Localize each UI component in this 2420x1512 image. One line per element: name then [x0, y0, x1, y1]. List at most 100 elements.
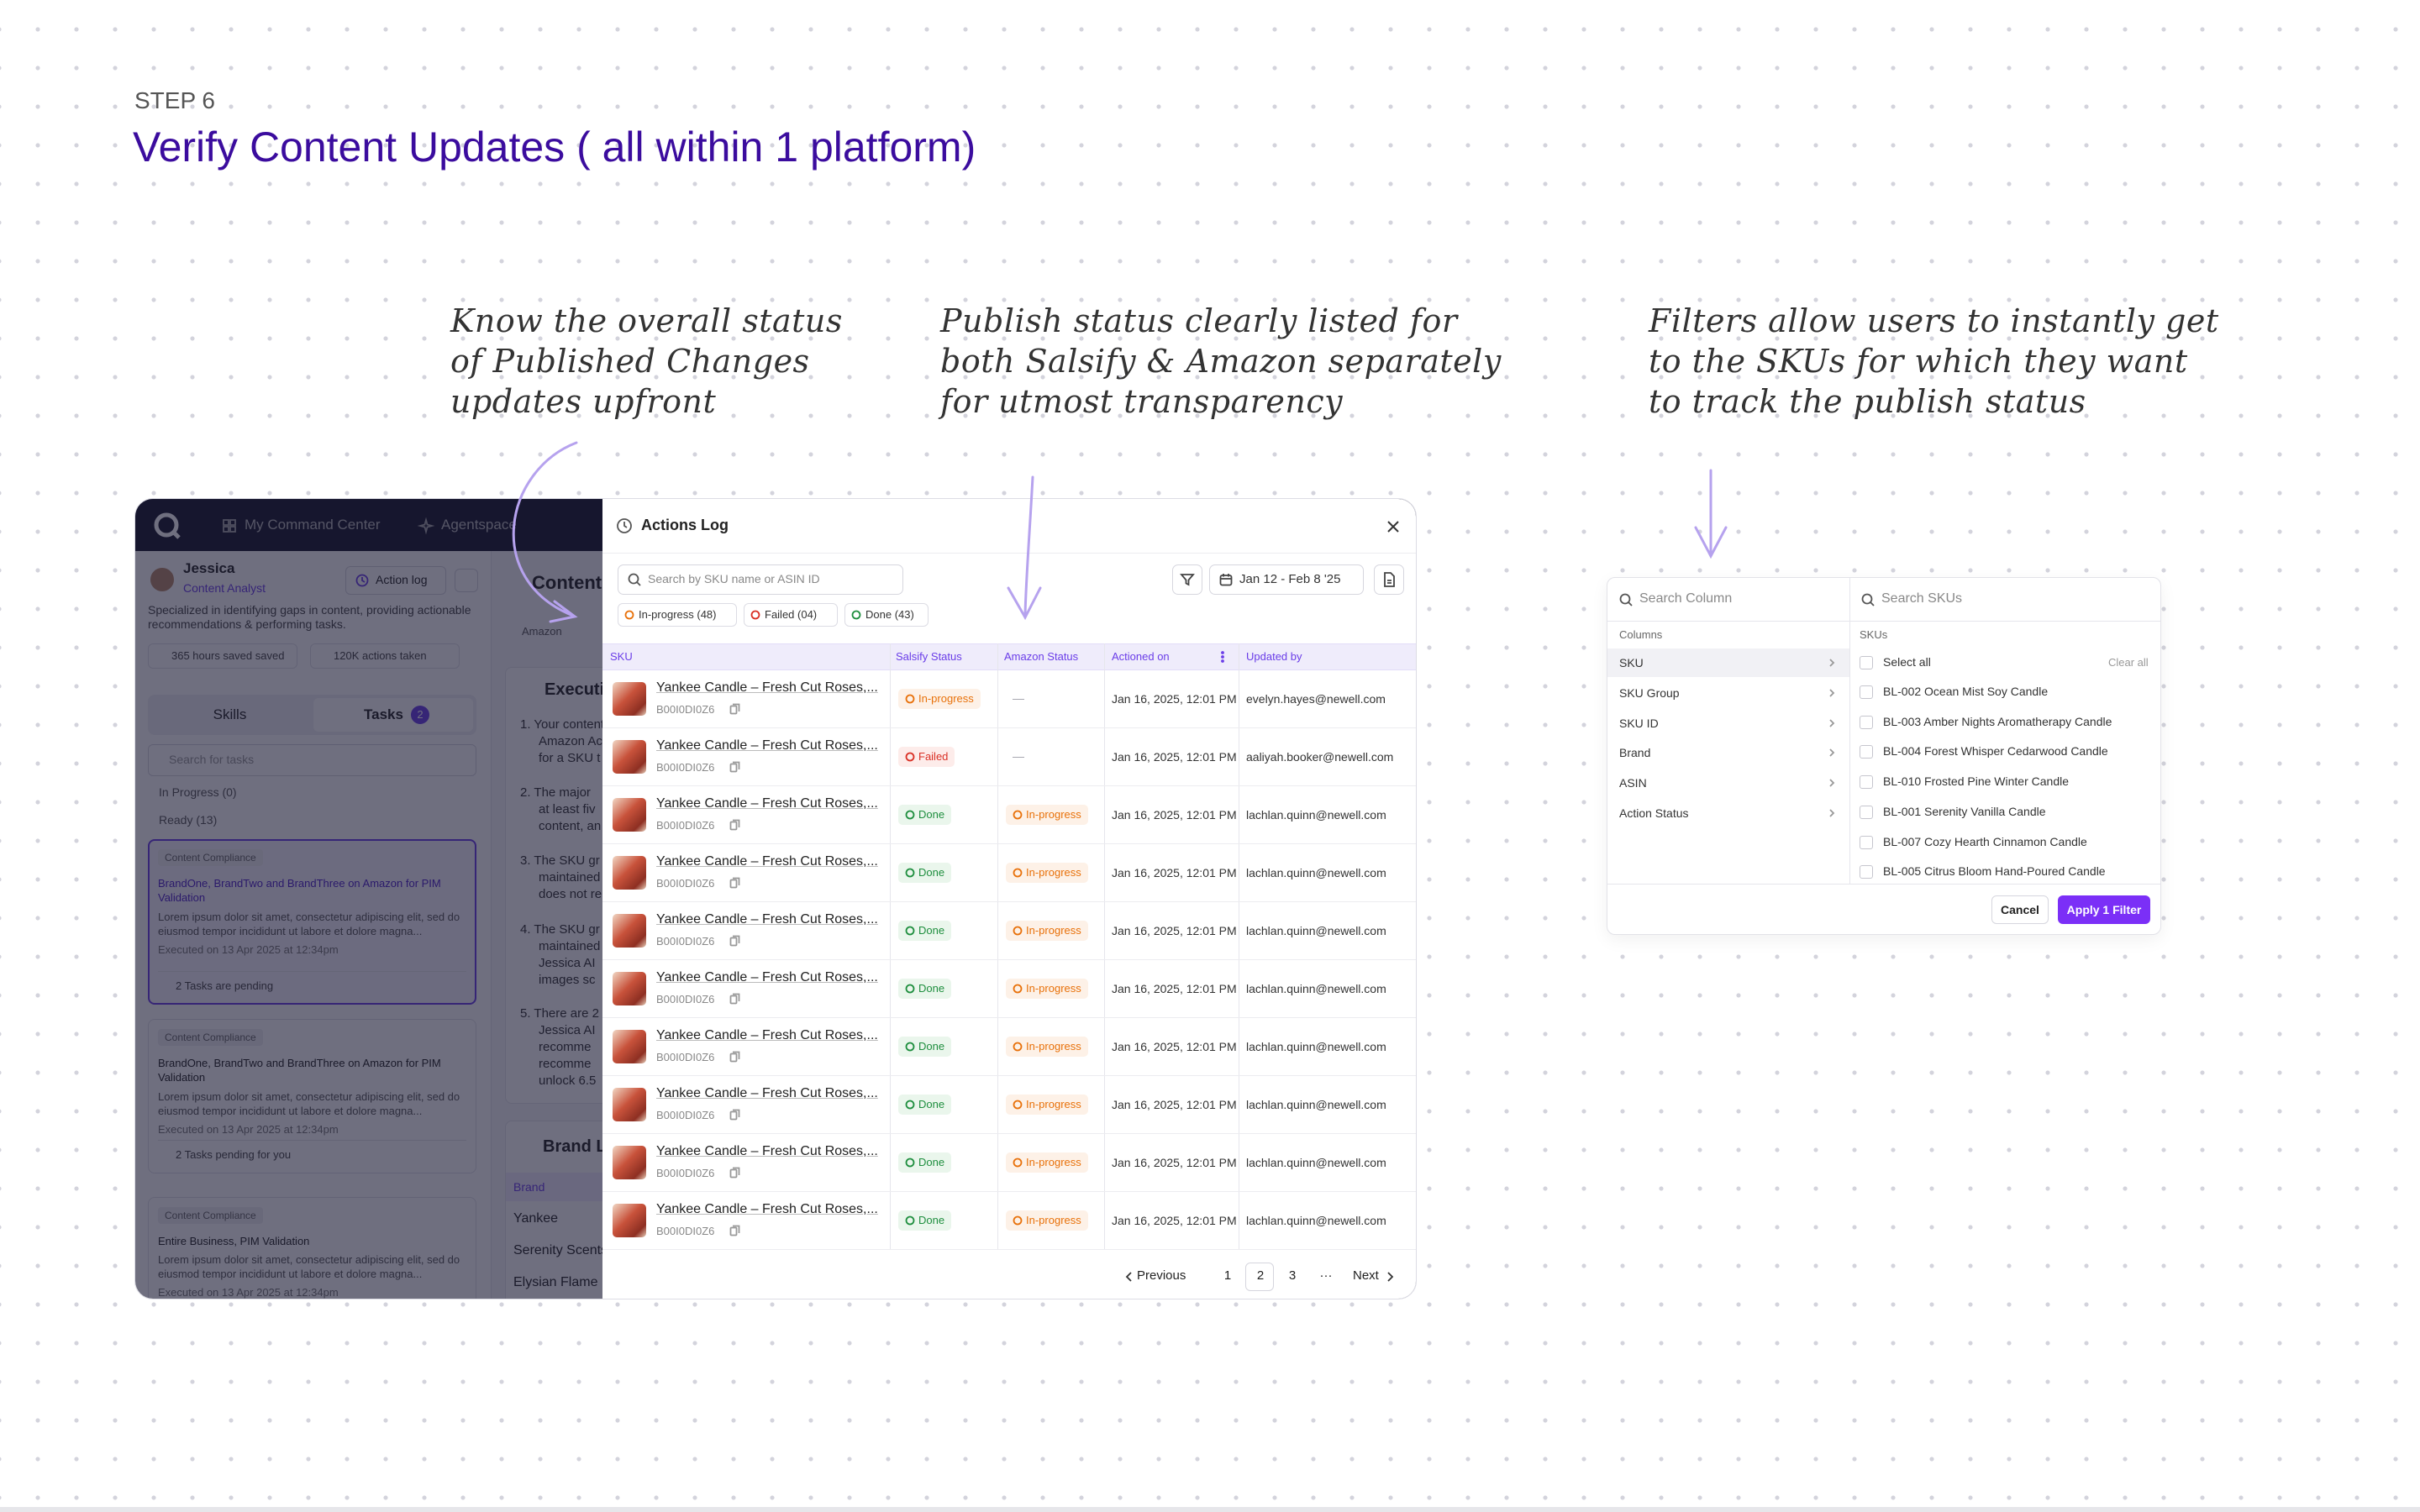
page-number[interactable]: 3 — [1288, 1268, 1297, 1283]
chip-label[interactable]: Done (43) — [865, 608, 914, 621]
date-range-button[interactable] — [1209, 564, 1364, 595]
column-header[interactable]: Salsify Status — [896, 650, 962, 663]
date-range[interactable]: Jan 12 - Feb 8 '25 — [1239, 572, 1341, 586]
chevron-right — [1829, 659, 1835, 667]
chip-icon — [624, 610, 634, 620]
sku-option[interactable]: BL-002 Ocean Mist Soy Candle — [1883, 685, 2049, 698]
status-icon-part — [905, 810, 915, 820]
clear-all[interactable]: Clear all — [2108, 656, 2149, 669]
page-number[interactable]: ··· — [1319, 1268, 1333, 1283]
sku-option[interactable]: BL-010 Frosted Pine Winter Candle — [1883, 774, 2069, 789]
column-option[interactable]: ASIN — [1619, 776, 1647, 790]
column-option[interactable]: Brand — [1619, 746, 1651, 760]
search-icon-part — [628, 573, 639, 585]
apply-button[interactable]: Apply 1 Filter — [2058, 895, 2150, 924]
checkbox[interactable] — [1860, 656, 1873, 669]
checkbox[interactable] — [1860, 685, 1873, 699]
chip-label[interactable]: In-progress (48) — [639, 608, 717, 621]
export-button[interactable] — [1374, 564, 1404, 595]
updated-by: aaliyah.booker@newell.com — [1246, 750, 1394, 764]
column-header[interactable]: Actioned on — [1112, 650, 1170, 663]
sku-id: B00I0DI0Z6 — [656, 993, 715, 1005]
column-header[interactable]: SKU — [610, 650, 633, 663]
chip-icon-part — [624, 610, 634, 620]
sku-option[interactable]: BL-001 Serenity Vanilla Candle — [1883, 804, 2046, 818]
chevron-right — [1387, 1272, 1394, 1282]
sku-id: B00I0DI0Z6 — [656, 1167, 715, 1179]
table-row[interactable] — [602, 960, 1416, 1018]
sku-name[interactable]: Yankee Candle – Fresh Cut Roses,... — [656, 1028, 878, 1042]
copy-icon — [729, 877, 740, 889]
column-option[interactable]: SKU — [1619, 656, 1644, 669]
updated-by: lachlan.quinn@newell.com — [1246, 1040, 1386, 1053]
checkbox[interactable] — [1860, 805, 1873, 819]
chevron-right — [1829, 689, 1835, 697]
table-row[interactable] — [602, 786, 1416, 844]
copy-icon — [729, 703, 740, 715]
sku-name[interactable]: Yankee Candle – Fresh Cut Roses,... — [656, 912, 878, 927]
annotation-line: Know the overall status — [450, 302, 843, 339]
table-row[interactable] — [602, 1018, 1416, 1076]
table-row[interactable] — [602, 1076, 1416, 1134]
checkbox[interactable] — [1860, 715, 1873, 729]
sku-name[interactable]: Yankee Candle – Fresh Cut Roses,... — [656, 738, 878, 753]
column-header[interactable]: Amazon Status — [1004, 650, 1079, 663]
search-placeholder[interactable]: Search by SKU name or ASIN ID — [648, 572, 820, 585]
table-row[interactable] — [602, 670, 1416, 728]
status-icon-part — [1013, 1042, 1023, 1052]
chevron-right — [1829, 779, 1835, 787]
page-number[interactable]: 1 — [1223, 1268, 1232, 1283]
close-button — [1387, 521, 1399, 533]
sku-option[interactable]: BL-005 Citrus Bloom Hand-Poured Candle — [1883, 864, 2106, 879]
sku-id: B00I0DI0Z6 — [656, 703, 715, 716]
sku-search[interactable]: Search SKUs — [1881, 591, 1963, 606]
pagination-next[interactable]: Next — [1353, 1268, 1379, 1283]
sku-option[interactable]: BL-007 Cozy Hearth Cinnamon Candle — [1883, 834, 2087, 848]
table-row[interactable] — [602, 1192, 1416, 1250]
chip-label[interactable]: Failed (04) — [765, 608, 818, 621]
annotation-line: both Salsify & Amazon separately — [940, 343, 1502, 380]
checkbox[interactable] — [1860, 865, 1873, 879]
copy-icon-part — [729, 1226, 738, 1236]
checkbox[interactable] — [1860, 775, 1873, 790]
page-number[interactable]: 2 — [1256, 1268, 1265, 1283]
column-header[interactable]: Updated by — [1246, 650, 1302, 663]
product-thumbnail — [613, 682, 646, 716]
sku-name[interactable]: Yankee Candle – Fresh Cut Roses,... — [656, 854, 878, 869]
sku-name[interactable]: Yankee Candle – Fresh Cut Roses,... — [656, 1202, 878, 1216]
table-row[interactable] — [602, 844, 1416, 902]
sku-name[interactable]: Yankee Candle – Fresh Cut Roses,... — [656, 1144, 878, 1158]
cancel-button[interactable]: Cancel — [1991, 895, 2049, 924]
checkbox[interactable] — [1860, 835, 1873, 849]
chevron-right — [1829, 748, 1835, 758]
checkbox[interactable] — [1860, 745, 1873, 759]
copy-icon — [729, 819, 740, 831]
status-icon — [905, 984, 915, 994]
column-search[interactable]: Search Column — [1639, 591, 1733, 606]
sku-option[interactable]: BL-003 Amber Nights Aromatherapy Candle — [1883, 714, 2112, 728]
column-option[interactable]: SKU Group — [1619, 685, 1680, 700]
search-box[interactable] — [618, 564, 903, 595]
sku-option[interactable]: BL-004 Forest Whisper Cedarwood Candle — [1883, 744, 2108, 759]
sku-name[interactable]: Yankee Candle – Fresh Cut Roses,... — [656, 796, 878, 811]
annotation-line: of Published Changes — [450, 343, 810, 380]
table-row[interactable] — [602, 728, 1416, 786]
filter-button[interactable] — [1172, 564, 1202, 595]
status-chip[interactable] — [844, 603, 929, 627]
status-chip[interactable] — [618, 603, 737, 627]
table-header — [602, 643, 1416, 670]
table-row[interactable] — [602, 902, 1416, 960]
column-option[interactable]: Action Status — [1619, 806, 1689, 820]
columns-heading: Columns — [1619, 628, 1663, 641]
actioned-on: Jan 16, 2025, 12:01 PM — [1112, 1040, 1237, 1053]
select-all[interactable]: Select all — [1883, 655, 1931, 669]
chevron-left-part — [1125, 1272, 1132, 1282]
status-chip[interactable] — [744, 603, 838, 627]
sku-name[interactable]: Yankee Candle – Fresh Cut Roses,... — [656, 1086, 878, 1100]
search-icon-part — [1870, 601, 1875, 606]
sku-name[interactable]: Yankee Candle – Fresh Cut Roses,... — [656, 970, 878, 984]
column-option[interactable]: SKU ID — [1619, 716, 1659, 730]
table-row[interactable] — [602, 1134, 1416, 1192]
pagination-previous[interactable]: Previous — [1137, 1268, 1186, 1283]
sku-name[interactable]: Yankee Candle – Fresh Cut Roses,... — [656, 680, 878, 695]
